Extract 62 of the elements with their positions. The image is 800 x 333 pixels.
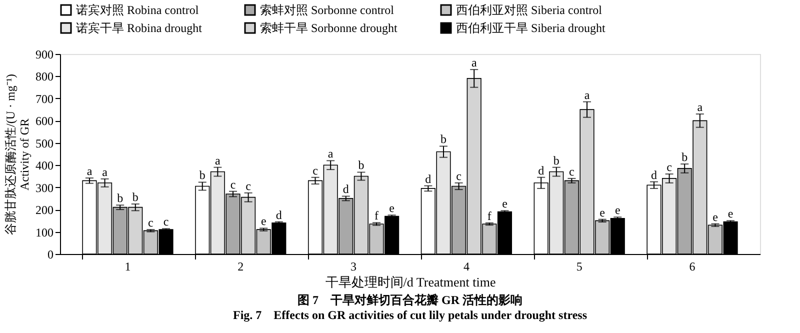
data-label: e bbox=[728, 206, 734, 221]
data-label: d bbox=[276, 208, 282, 222]
data-label: d bbox=[538, 163, 544, 178]
data-label: a bbox=[102, 164, 108, 179]
y-tick-label: 300 bbox=[36, 180, 54, 195]
data-label: c bbox=[666, 160, 672, 174]
data-label: a bbox=[86, 164, 93, 178]
y-tick-label: 200 bbox=[36, 203, 54, 218]
y-tick-label: 900 bbox=[36, 48, 54, 62]
y-tick-label: 600 bbox=[36, 114, 54, 128]
data-label: c bbox=[163, 214, 169, 229]
data-label: a bbox=[328, 146, 334, 161]
y-tick-label: 0 bbox=[48, 248, 54, 262]
data-label: b bbox=[132, 190, 138, 204]
data-label: e bbox=[260, 214, 266, 228]
x-tick-label: 2 bbox=[238, 260, 244, 274]
x-axis-title: 干旱处理时间/d Treatment time bbox=[325, 274, 496, 290]
data-label: a bbox=[697, 100, 704, 114]
data-label: c bbox=[246, 178, 251, 193]
legend-label: 索蚌干旱 Sorbonne drought bbox=[260, 21, 398, 35]
data-label: d bbox=[342, 182, 349, 196]
data-label: d bbox=[425, 172, 432, 186]
data-label: b bbox=[199, 168, 206, 182]
y-tick-label: 500 bbox=[36, 136, 54, 150]
y-axis-title: 谷胱甘肽还原酶活性/(U · mg⁻¹) Activity of GR bbox=[4, 74, 32, 235]
data-label: c bbox=[148, 216, 154, 230]
data-label: e bbox=[600, 205, 605, 220]
legend-label: 西伯利亚对照 Siberia control bbox=[456, 3, 603, 17]
data-label: a bbox=[471, 56, 478, 70]
data-label: b bbox=[682, 150, 688, 164]
data-label: b bbox=[117, 191, 124, 206]
x-tick-label: 3 bbox=[350, 260, 357, 274]
y-tick-label: 400 bbox=[36, 158, 54, 173]
data-label: f bbox=[487, 208, 492, 223]
data-label: a bbox=[215, 153, 222, 168]
legend-label: 诺宾干旱 Robina drought bbox=[76, 21, 203, 35]
data-label: b bbox=[358, 158, 364, 172]
x-tick-label: 5 bbox=[576, 260, 582, 274]
text: Fig. 7 Effects on GR activities of cut lily petals under drought stress bbox=[233, 308, 588, 322]
legend-label: 索蚌对照 Sorbonne control bbox=[260, 3, 395, 17]
legend-label: 西伯利亚干旱 Siberia drought bbox=[456, 21, 606, 35]
x-tick-label: 1 bbox=[124, 260, 131, 274]
y-tick-label: 700 bbox=[36, 92, 54, 106]
data-label: c bbox=[569, 164, 574, 178]
data-label: e bbox=[389, 201, 394, 216]
data-label: e bbox=[502, 196, 508, 211]
y-tick-label: 800 bbox=[36, 70, 54, 84]
x-tick-label: 4 bbox=[463, 260, 470, 274]
data-label: f bbox=[374, 208, 379, 223]
data-label: c bbox=[312, 163, 318, 178]
data-label: e bbox=[712, 210, 718, 224]
data-label: c bbox=[230, 177, 236, 192]
data-label: a bbox=[584, 88, 590, 102]
data-label: d bbox=[650, 168, 657, 182]
x-tick-label: 6 bbox=[689, 260, 696, 274]
data-label: b bbox=[440, 132, 446, 146]
data-label: b bbox=[553, 153, 560, 168]
text: 图 7 干旱对鲜切百合花瓣 GR 活性的影响 bbox=[298, 293, 522, 307]
data-label: c bbox=[456, 168, 462, 183]
data-label: e bbox=[614, 203, 620, 218]
legend-label: 诺宾对照 Robina control bbox=[76, 3, 200, 17]
y-tick-label: 100 bbox=[36, 225, 54, 240]
